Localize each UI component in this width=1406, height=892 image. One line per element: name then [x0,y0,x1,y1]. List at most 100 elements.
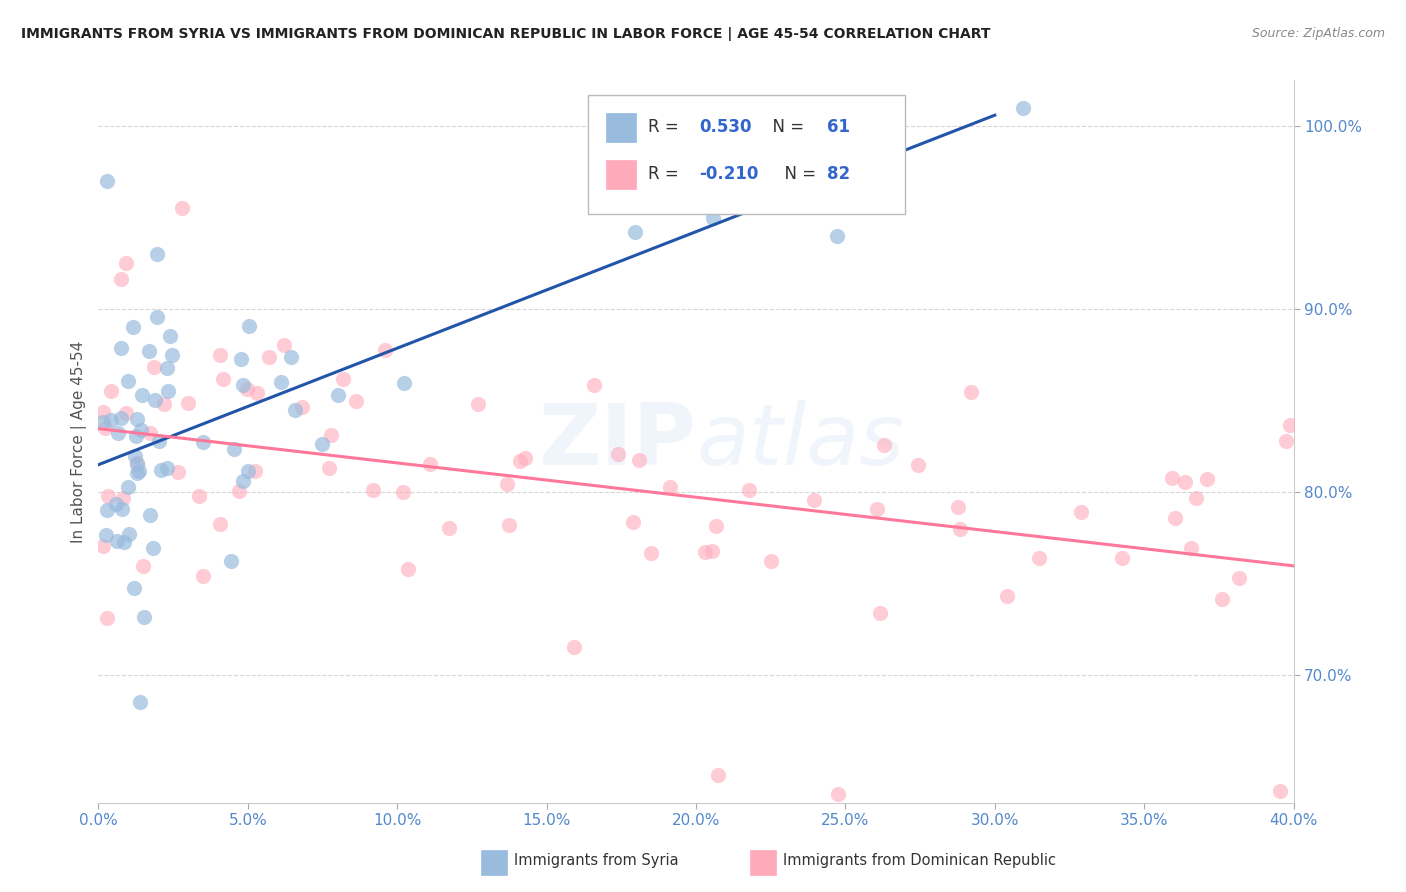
Point [160,348,183,362]
Point [117,480,139,494]
Point [131,387,153,401]
Point [238,319,260,334]
Point [1028,550,1050,565]
Point [328,387,350,401]
Point [100,413,122,427]
Point [107,426,129,441]
Point [145,310,167,324]
Point [236,464,259,478]
Point [318,460,340,475]
Point [91,539,114,553]
Point [155,361,177,376]
Point [1227,571,1250,585]
Point [125,412,148,426]
Point [156,461,179,475]
Point [835,170,858,185]
Point [467,397,489,411]
Point [231,474,253,488]
Point [1197,472,1219,486]
Point [583,378,606,392]
Point [150,463,173,477]
Point [959,385,981,400]
Point [866,502,889,516]
Text: atlas: atlas [696,400,904,483]
Point [825,228,848,243]
Point [361,483,384,497]
Point [1164,511,1187,525]
Point [235,382,257,396]
Point [1274,434,1296,448]
Point [96,174,118,188]
Text: 82: 82 [827,165,851,183]
Point [1279,417,1302,432]
Point [284,403,307,417]
Point [187,489,209,503]
Point [702,169,724,184]
Text: N =: N = [773,165,821,183]
Point [607,447,630,461]
Point [257,350,280,364]
Point [273,338,295,352]
Point [702,544,724,558]
Point [91,415,114,429]
Point [146,247,169,261]
Point [392,485,415,500]
Point [142,541,165,555]
Point [1111,551,1133,566]
Point [222,442,245,457]
Text: Source: ZipAtlas.com: Source: ZipAtlas.com [1251,27,1385,40]
Point [872,438,894,452]
Point [246,386,269,401]
Point [208,517,231,532]
Point [1270,784,1292,798]
Text: ZIP: ZIP [538,400,696,483]
Point [803,492,825,507]
Point [138,343,160,358]
Point [1211,591,1233,606]
Point [782,129,804,144]
Point [437,521,460,535]
Point [219,554,242,568]
Text: N =: N = [762,119,808,136]
Point [332,372,354,386]
Point [121,320,143,334]
Point [509,454,531,468]
Text: R =: R = [648,119,685,136]
Point [127,457,149,471]
Point [949,522,972,536]
Point [228,483,250,498]
Point [229,351,252,366]
Point [91,405,114,419]
Point [143,392,166,407]
Text: R =: R = [648,165,685,183]
Point [111,502,134,516]
Point [127,466,149,480]
Point [110,271,132,285]
Point [125,456,148,470]
Point [124,449,146,463]
Point [1174,475,1197,490]
Point [1184,491,1206,506]
Point [640,545,662,559]
Point [117,374,139,388]
Point [94,528,117,542]
Point [659,480,682,494]
Point [159,328,181,343]
Point [157,384,180,399]
Point [1070,505,1092,519]
Point [143,359,166,374]
Point [396,562,419,576]
Point [129,695,152,709]
Point [100,384,122,399]
Point [704,518,727,533]
Point [177,396,200,410]
Point [148,434,170,449]
Point [270,375,292,389]
Point [232,377,254,392]
Text: 0.530: 0.530 [700,119,752,136]
Point [170,202,193,216]
Point [695,544,717,558]
Point [208,348,231,362]
Point [124,428,146,442]
Point [96,611,118,625]
